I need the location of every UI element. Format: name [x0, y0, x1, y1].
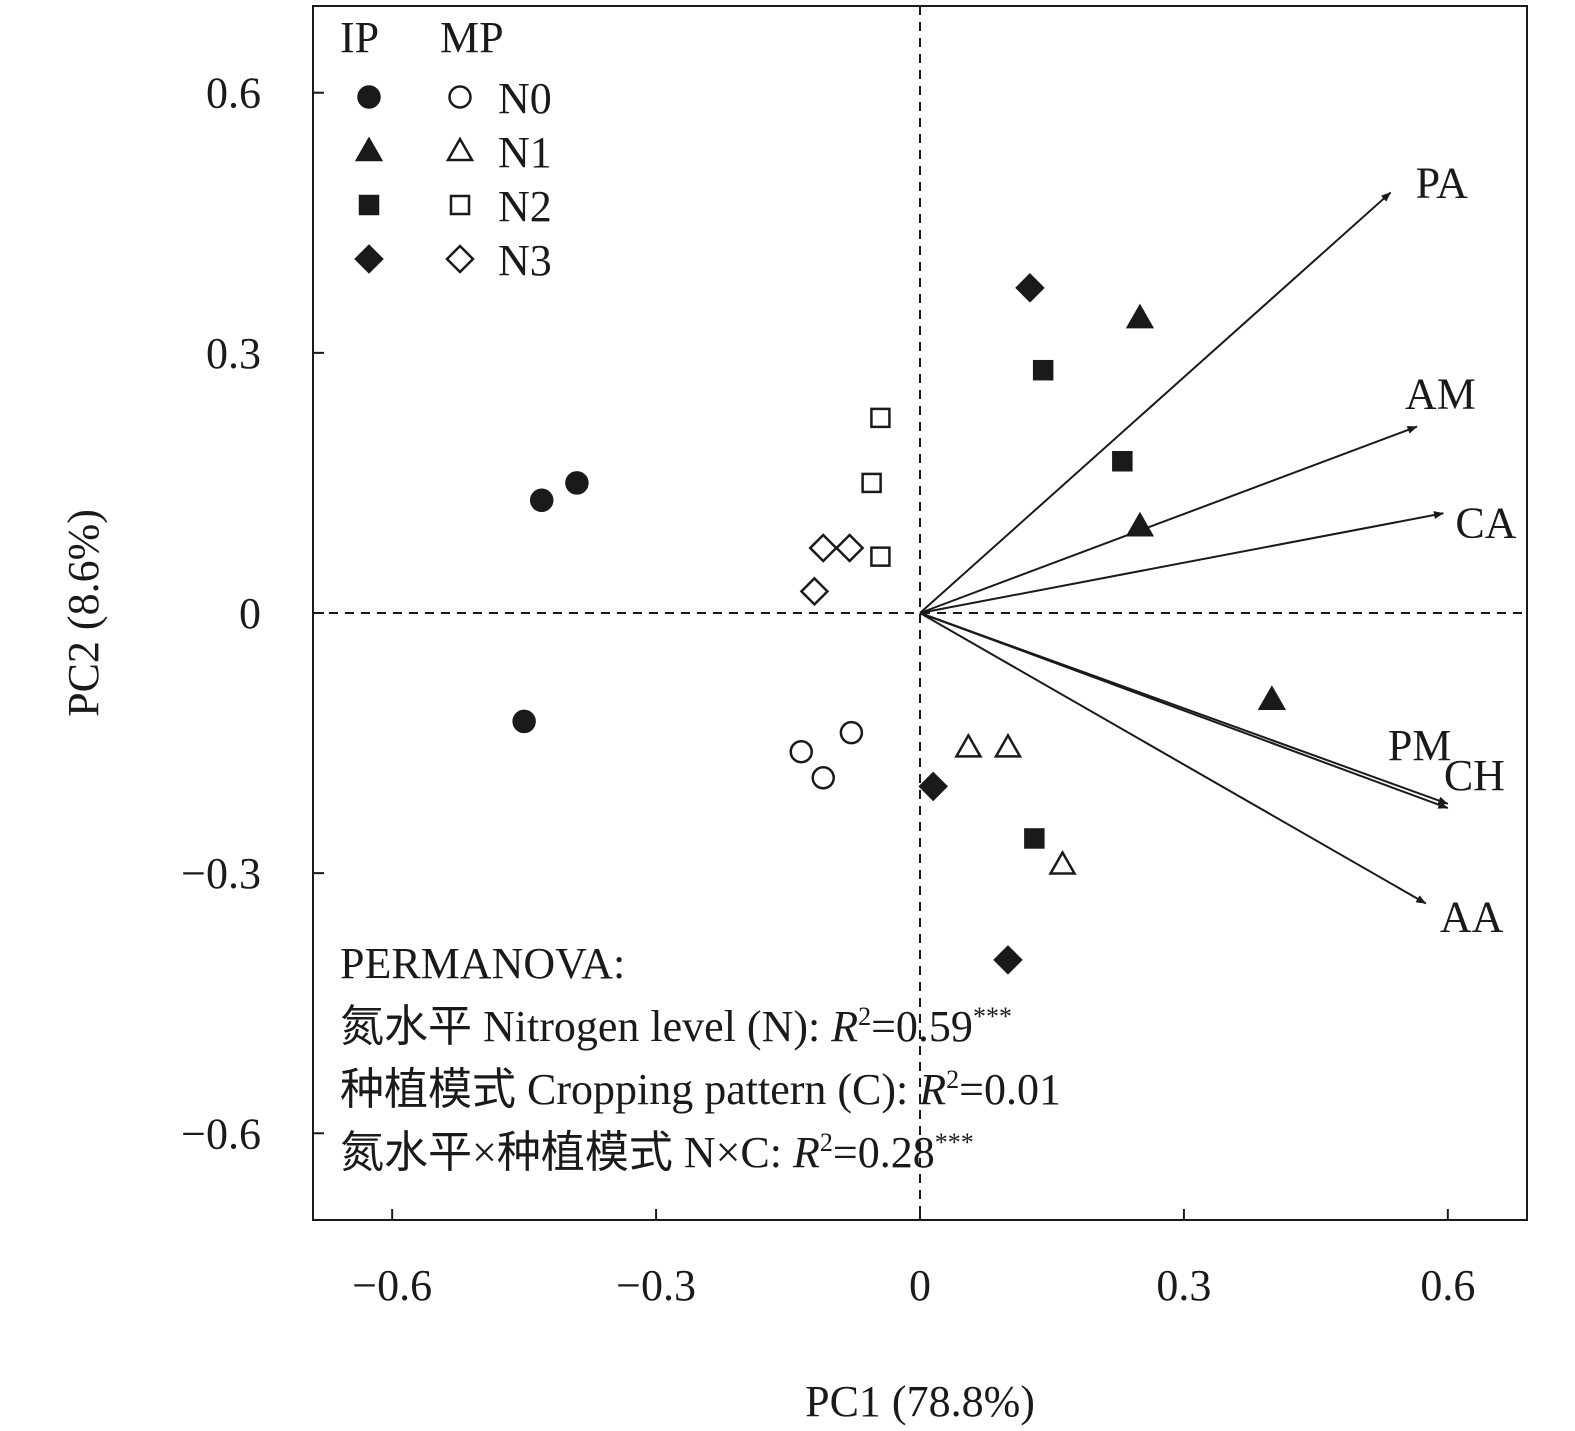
- x-tick-label: −0.6: [352, 1261, 432, 1310]
- y-tick-label: 0.3: [206, 329, 261, 378]
- r-superscript: 2: [946, 1065, 959, 1094]
- x-axis: −0.6 −0.3 0 0.3 0.6: [352, 1209, 1475, 1310]
- point-mp-n2: [870, 546, 891, 567]
- loading-label-pm: PM: [1388, 721, 1452, 770]
- loading-arrow-pm: [919, 612, 1449, 810]
- r-superscript: 2: [820, 1128, 833, 1157]
- point-ip-n3: [1015, 273, 1045, 303]
- point-ip-n0: [529, 488, 554, 513]
- legend-label-n2: N2: [498, 182, 552, 231]
- point-ip-n0: [565, 471, 589, 495]
- permanova-line-nxc: 氮水平×种植模式 N×C: R2=0.28***: [340, 1128, 974, 1177]
- legend-header-ip: IP: [340, 13, 379, 62]
- legend-header-mp: MP: [440, 13, 504, 62]
- x-tick-label: 0: [909, 1261, 931, 1310]
- r-symbol: R: [792, 1128, 820, 1177]
- y-tick-label: −0.3: [181, 849, 261, 898]
- y-tick-label: −0.6: [181, 1109, 261, 1158]
- loading-label-ca: CA: [1455, 498, 1516, 547]
- permanova-prefix: 种植模式 Cropping pattern (C):: [340, 1065, 919, 1114]
- point-mp-n0: [839, 720, 864, 745]
- point-ip-n1: [1257, 685, 1287, 710]
- legend: IP MP N0 N1 N2 N3: [340, 13, 552, 285]
- point-mp-n3: [834, 533, 865, 563]
- legend-marker-mp-n0: [448, 85, 472, 109]
- loading-arrow-ca: [919, 511, 1444, 614]
- permanova-line-n: 氮水平 Nitrogen level (N): R2=0.59***: [340, 1002, 1012, 1051]
- point-ip-n1: [1125, 303, 1155, 329]
- point-ip-n2: [1024, 828, 1045, 849]
- point-mp-n2: [870, 407, 891, 429]
- legend-marker-mp-n3: [445, 244, 475, 274]
- loading-arrow-aa: [919, 612, 1427, 905]
- x-tick-label: −0.3: [616, 1261, 696, 1310]
- point-mp-n1: [954, 732, 983, 758]
- point-mp-n0: [789, 739, 813, 764]
- point-ip-n1: [1125, 511, 1155, 537]
- y-tick-label: 0.6: [206, 69, 261, 118]
- x-tick-label: 0.6: [1420, 1261, 1475, 1310]
- x-axis-title: PC1 (78.8%): [805, 1377, 1035, 1426]
- legend-marker-ip-n1: [354, 136, 384, 162]
- permanova-prefix: 氮水平×种植模式 N×C:: [340, 1128, 793, 1177]
- point-mp-n1: [993, 732, 1023, 758]
- point-ip-n0: [512, 709, 536, 734]
- significance-stars: ***: [973, 1002, 1012, 1031]
- permanova-prefix: 氮水平 Nitrogen level (N):: [340, 1002, 831, 1051]
- legend-label-n1: N1: [498, 128, 552, 177]
- loading-label-am: AM: [1405, 370, 1476, 419]
- legend-marker-ip-n3: [354, 244, 384, 274]
- permanova-value: =0.28: [833, 1128, 935, 1177]
- r-symbol: R: [918, 1065, 946, 1114]
- legend-marker-ip-n0: [357, 85, 381, 109]
- point-mp-n0: [811, 766, 835, 790]
- permanova-value: =0.59: [871, 1002, 973, 1051]
- y-axis-title: PC2 (8.6%): [59, 509, 108, 717]
- legend-marker-mp-n2: [449, 194, 471, 216]
- y-tick-label: 0: [239, 589, 261, 638]
- r-superscript: 2: [858, 1002, 871, 1031]
- legend-marker-ip-n2: [358, 194, 380, 216]
- point-ip-n2: [1032, 359, 1054, 381]
- point-mp-n3: [808, 533, 838, 563]
- loading-arrow-am: [919, 425, 1418, 614]
- point-mp-n2: [861, 472, 882, 494]
- y-axis: 0.6 0.3 0 −0.3 −0.6: [181, 69, 324, 1158]
- point-mp-n3: [799, 576, 830, 607]
- loading-arrow-pa: [919, 191, 1392, 614]
- significance-stars: ***: [935, 1128, 974, 1157]
- point-ip-n3: [993, 945, 1023, 975]
- permanova-value: =0.01: [959, 1065, 1061, 1114]
- r-symbol: R: [830, 1002, 858, 1051]
- point-ip-n2: [1112, 451, 1133, 472]
- loading-label-pa: PA: [1416, 158, 1468, 207]
- point-mp-n1: [1048, 849, 1077, 875]
- point-ip-n3: [918, 771, 948, 802]
- reference-lines: [313, 6, 1527, 1220]
- loading-label-aa: AA: [1440, 892, 1504, 941]
- permanova-annotation: PERMANOVA: 氮水平 Nitrogen level (N): R2=0.…: [340, 939, 1061, 1177]
- score-points: [512, 273, 1287, 975]
- permanova-header: PERMANOVA:: [340, 939, 625, 988]
- permanova-line-c: 种植模式 Cropping pattern (C): R2=0.01: [340, 1065, 1061, 1114]
- legend-marker-mp-n1: [445, 136, 475, 162]
- legend-label-n3: N3: [498, 236, 552, 285]
- loading-label-ch: CH: [1444, 751, 1505, 800]
- x-tick-label: 0.3: [1156, 1261, 1211, 1310]
- legend-label-n0: N0: [498, 74, 552, 123]
